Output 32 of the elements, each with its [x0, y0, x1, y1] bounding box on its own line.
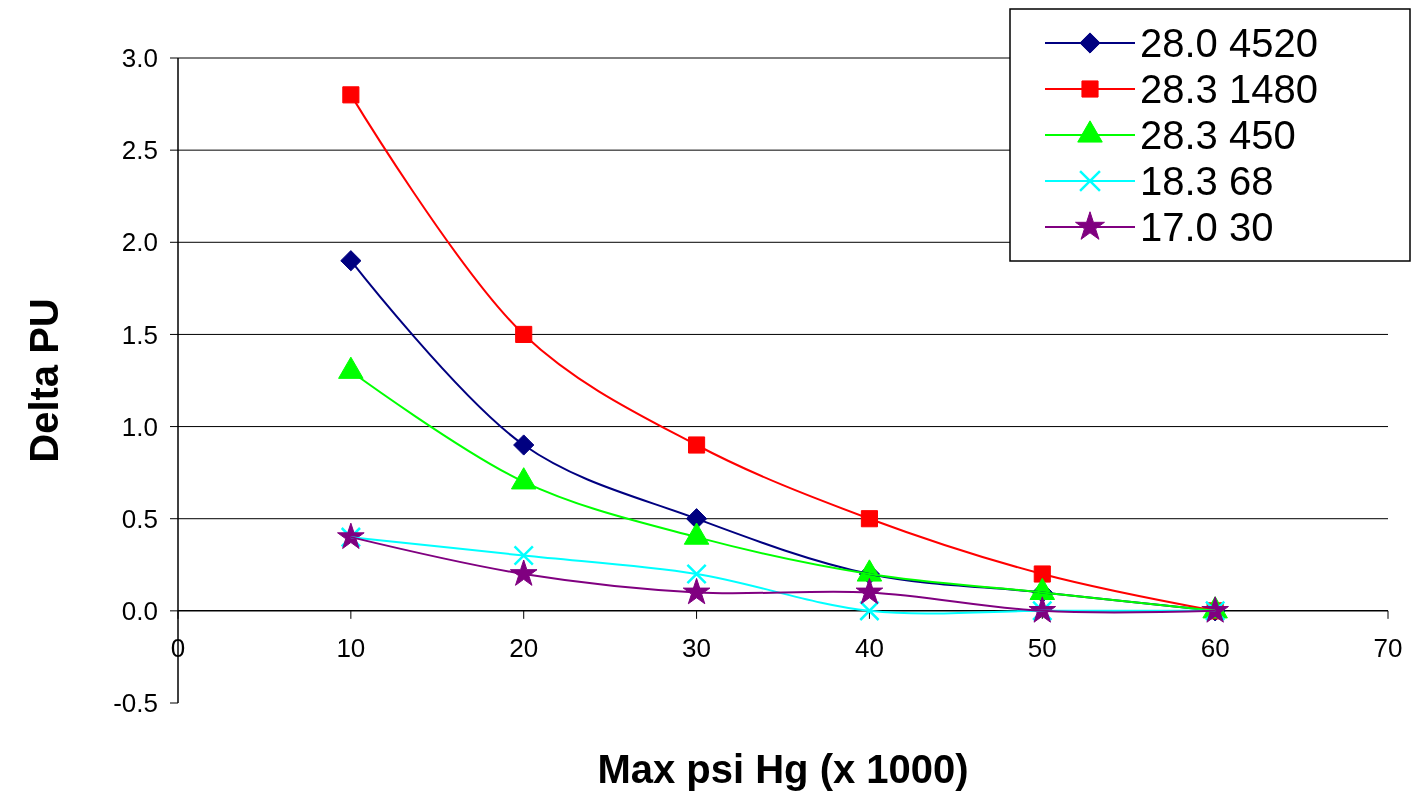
legend-label: 28.0 4520: [1140, 21, 1318, 65]
point: [688, 436, 706, 454]
y-tick-label: 1.0: [121, 411, 158, 442]
y-axis-title: Delta PU: [22, 298, 66, 463]
y-tick-label: 0.0: [121, 595, 158, 626]
legend-label: 28.3 450: [1140, 113, 1296, 157]
y-tick-label: 3.0: [121, 43, 158, 74]
point: [342, 86, 360, 104]
point: [513, 545, 535, 566]
x-tick-label: 10: [336, 632, 366, 663]
point: [340, 250, 362, 272]
x-tick-label: 50: [1027, 632, 1057, 663]
y-tick-label: 2.5: [121, 135, 158, 166]
y-tick-label: 1.5: [121, 319, 158, 350]
x-tick-label: 70: [1373, 632, 1403, 663]
legend-label: 28.3 1480: [1140, 67, 1318, 111]
point: [855, 577, 884, 605]
point: [686, 563, 707, 585]
y-tick-label: 0.5: [121, 503, 158, 534]
point: [509, 559, 538, 586]
point: [682, 577, 711, 605]
x-tick-label: 40: [854, 632, 884, 663]
x-tick-label: 20: [509, 632, 539, 663]
x-axis-title: Max psi Hg (x 1000): [597, 747, 969, 791]
point: [513, 434, 535, 456]
y-tick-label: -0.5: [113, 688, 158, 719]
point: [859, 600, 880, 622]
x-tick-label: 60: [1200, 632, 1230, 663]
x-tick-label: 30: [682, 632, 712, 663]
legend-label: 18.3 68: [1140, 159, 1274, 203]
y-tick-label: 2.0: [121, 227, 158, 258]
legend-label: 17.0 30: [1140, 205, 1274, 249]
